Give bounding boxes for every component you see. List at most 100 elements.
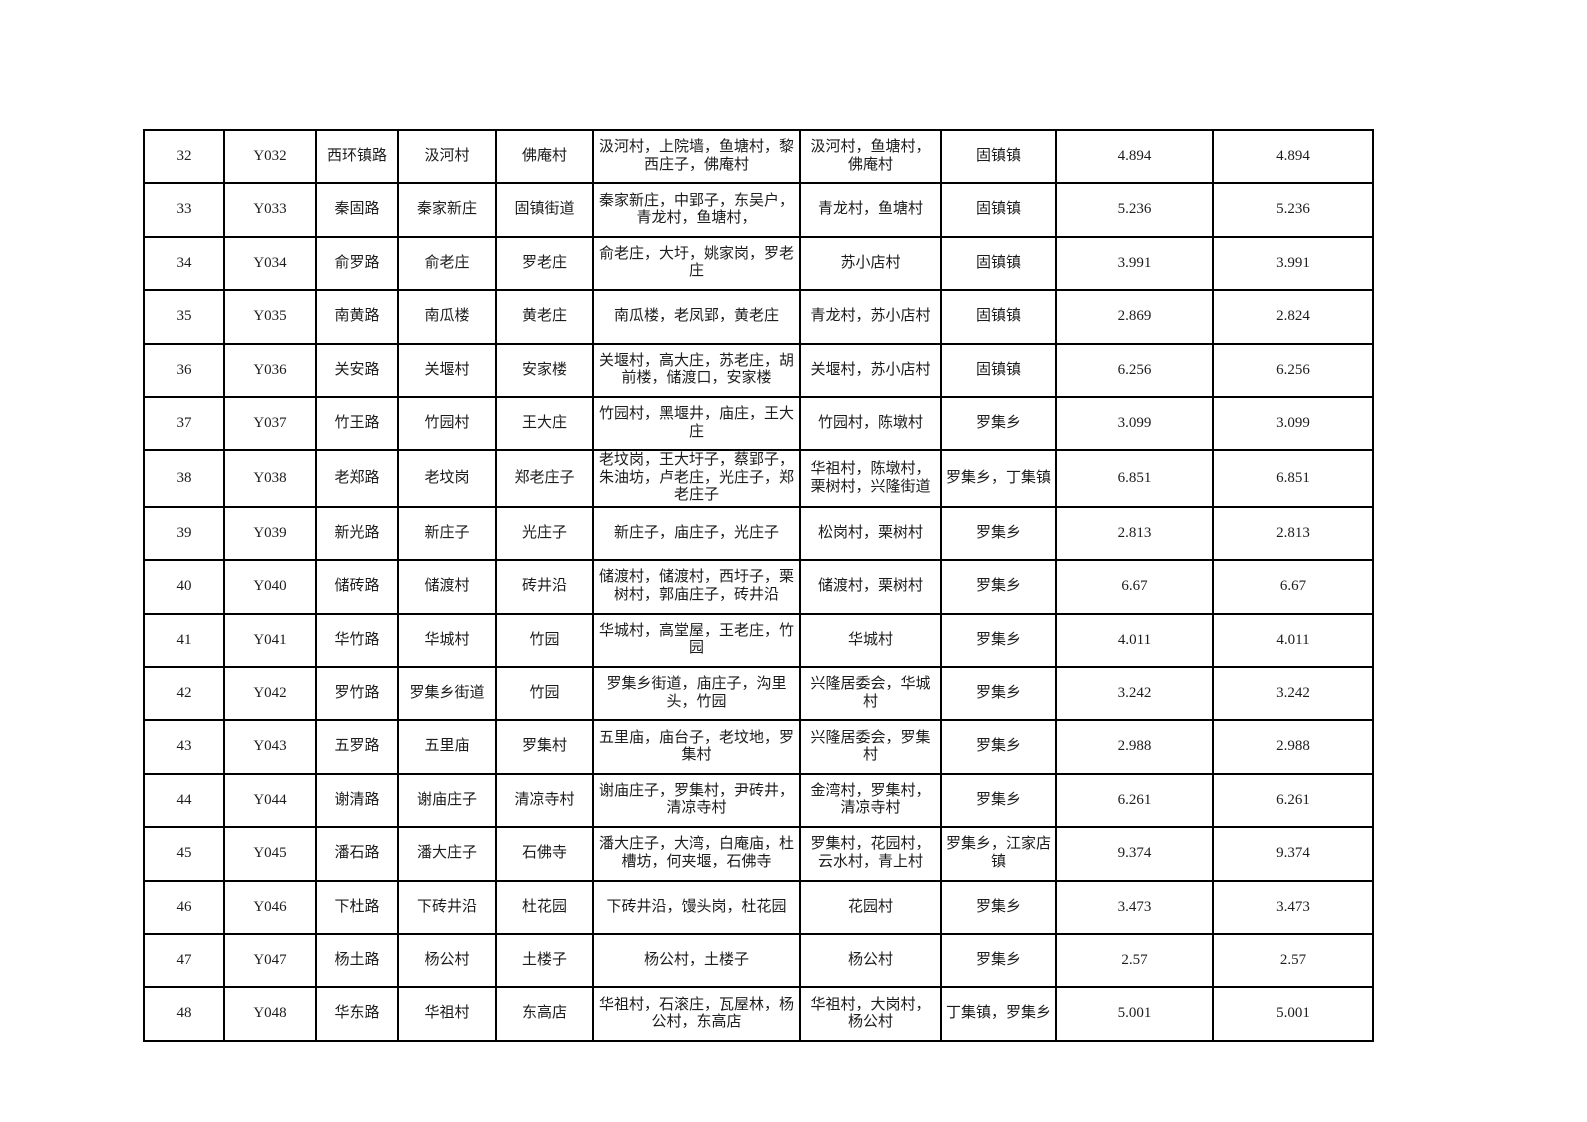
cell-length-2: 3.242	[1212, 666, 1374, 722]
cell-start-point: 汲河村	[397, 128, 497, 185]
table-row: 47 Y047 杨土路 杨公村 土楼子 杨公村，土楼子 杨公村 罗集乡 2.57…	[143, 932, 1374, 989]
cell-length-1: 5.236	[1055, 182, 1214, 238]
cell-start-point: 华祖村	[397, 986, 497, 1042]
cell-end-point: 王大庄	[495, 395, 594, 452]
cell-township: 罗集乡	[940, 612, 1057, 669]
cell-length-1: 4.011	[1055, 612, 1214, 669]
cell-road-name: 关安路	[315, 342, 399, 398]
cell-road-name: 老郑路	[315, 449, 399, 508]
cell-road-name: 储砖路	[315, 559, 399, 615]
cell-seq: 37	[143, 395, 225, 452]
cell-township: 罗集乡	[940, 395, 1057, 452]
cell-township: 固镇镇	[940, 182, 1057, 238]
cell-benefit-villages: 青龙村，苏小店村	[799, 289, 942, 345]
cell-length-1: 9.374	[1055, 826, 1214, 882]
cell-road-code: Y044	[223, 772, 317, 829]
cell-seq: 39	[143, 505, 225, 562]
cell-benefit-villages: 金湾村，罗集村，清凉寺村	[799, 772, 942, 829]
cell-seq: 47	[143, 932, 225, 989]
cell-route-villages: 老坟岗，王大圩子，蔡郢子，朱油坊，卢老庄，光庄子，郑老庄子	[592, 449, 801, 508]
cell-length-2: 2.813	[1212, 505, 1374, 562]
cell-road-code: Y046	[223, 879, 317, 935]
cell-end-point: 黄老庄	[495, 289, 594, 345]
cell-end-point: 竹园	[495, 612, 594, 669]
cell-route-villages: 华城村，高堂屋，王老庄，竹园	[592, 612, 801, 669]
cell-benefit-villages: 苏小店村	[799, 235, 942, 292]
cell-length-1: 3.099	[1055, 395, 1214, 452]
table-body: 32 Y032 西环镇路 汲河村 佛庵村 汲河村，上院墙，鱼塘村，黎西庄子，佛庵…	[143, 128, 1374, 1042]
cell-road-code: Y048	[223, 986, 317, 1042]
cell-road-code: Y040	[223, 559, 317, 615]
cell-township: 罗集乡，江家店镇	[940, 826, 1057, 882]
cell-road-code: Y036	[223, 342, 317, 398]
cell-length-2: 6.851	[1212, 449, 1374, 508]
cell-seq: 34	[143, 235, 225, 292]
cell-benefit-villages: 杨公村	[799, 932, 942, 989]
cell-road-name: 秦固路	[315, 182, 399, 238]
cell-benefit-villages: 关堰村，苏小店村	[799, 342, 942, 398]
cell-benefit-villages: 汲河村，鱼塘村，佛庵村	[799, 128, 942, 185]
cell-benefit-villages: 兴隆居委会，罗集村	[799, 719, 942, 775]
cell-road-code: Y039	[223, 505, 317, 562]
cell-road-name: 南黄路	[315, 289, 399, 345]
cell-route-villages: 罗集乡街道，庙庄子，沟里头，竹园	[592, 666, 801, 722]
cell-seq: 46	[143, 879, 225, 935]
cell-end-point: 砖井沿	[495, 559, 594, 615]
table-row: 42 Y042 罗竹路 罗集乡街道 竹园 罗集乡街道，庙庄子，沟里头，竹园 兴隆…	[143, 666, 1374, 722]
cell-end-point: 安家楼	[495, 342, 594, 398]
cell-road-code: Y038	[223, 449, 317, 508]
cell-length-1: 2.988	[1055, 719, 1214, 775]
cell-end-point: 罗集村	[495, 719, 594, 775]
cell-seq: 41	[143, 612, 225, 669]
cell-seq: 32	[143, 128, 225, 185]
table-row: 40 Y040 储砖路 储渡村 砖井沿 储渡村，储渡村，西圩子，栗树村，郭庙庄子…	[143, 559, 1374, 615]
cell-length-2: 2.988	[1212, 719, 1374, 775]
cell-start-point: 罗集乡街道	[397, 666, 497, 722]
cell-road-name: 俞罗路	[315, 235, 399, 292]
cell-benefit-villages: 青龙村，鱼塘村	[799, 182, 942, 238]
cell-township: 罗集乡	[940, 559, 1057, 615]
cell-start-point: 俞老庄	[397, 235, 497, 292]
table-row: 45 Y045 潘石路 潘大庄子 石佛寺 潘大庄子，大湾，白庵庙，杜槽坊，何夹堰…	[143, 826, 1374, 882]
cell-township: 固镇镇	[940, 289, 1057, 345]
cell-seq: 40	[143, 559, 225, 615]
cell-length-2: 6.256	[1212, 342, 1374, 398]
cell-end-point: 固镇街道	[495, 182, 594, 238]
table-row: 32 Y032 西环镇路 汲河村 佛庵村 汲河村，上院墙，鱼塘村，黎西庄子，佛庵…	[143, 128, 1374, 185]
cell-seq: 43	[143, 719, 225, 775]
cell-end-point: 郑老庄子	[495, 449, 594, 508]
table-row: 34 Y034 俞罗路 俞老庄 罗老庄 俞老庄，大圩，姚家岗，罗老庄 苏小店村 …	[143, 235, 1374, 292]
cell-road-name: 竹王路	[315, 395, 399, 452]
cell-length-2: 3.991	[1212, 235, 1374, 292]
cell-road-code: Y035	[223, 289, 317, 345]
cell-benefit-villages: 罗集村，花园村，云水村，青上村	[799, 826, 942, 882]
cell-township: 固镇镇	[940, 342, 1057, 398]
cell-road-name: 潘石路	[315, 826, 399, 882]
cell-benefit-villages: 松岗村，栗树村	[799, 505, 942, 562]
cell-seq: 42	[143, 666, 225, 722]
cell-end-point: 罗老庄	[495, 235, 594, 292]
cell-road-name: 五罗路	[315, 719, 399, 775]
cell-length-2: 9.374	[1212, 826, 1374, 882]
cell-route-villages: 汲河村，上院墙，鱼塘村，黎西庄子，佛庵村	[592, 128, 801, 185]
cell-length-2: 6.67	[1212, 559, 1374, 615]
table-row: 46 Y046 下杜路 下砖井沿 杜花园 下砖井沿，馒头岗，杜花园 花园村 罗集…	[143, 879, 1374, 935]
cell-road-code: Y042	[223, 666, 317, 722]
cell-township: 固镇镇	[940, 128, 1057, 185]
table-row: 35 Y035 南黄路 南瓜楼 黄老庄 南瓜楼，老凤郢，黄老庄 青龙村，苏小店村…	[143, 289, 1374, 345]
cell-end-point: 清凉寺村	[495, 772, 594, 829]
cell-route-villages: 潘大庄子，大湾，白庵庙，杜槽坊，何夹堰，石佛寺	[592, 826, 801, 882]
cell-end-point: 东高店	[495, 986, 594, 1042]
cell-length-1: 6.67	[1055, 559, 1214, 615]
cell-route-villages: 下砖井沿，馒头岗，杜花园	[592, 879, 801, 935]
cell-route-villages: 谢庙庄子，罗集村，尹砖井，清凉寺村	[592, 772, 801, 829]
cell-start-point: 竹园村	[397, 395, 497, 452]
cell-end-point: 光庄子	[495, 505, 594, 562]
cell-road-name: 下杜路	[315, 879, 399, 935]
cell-road-code: Y043	[223, 719, 317, 775]
cell-end-point: 佛庵村	[495, 128, 594, 185]
table-row: 36 Y036 关安路 关堰村 安家楼 关堰村，高大庄，苏老庄，胡前楼，储渡口，…	[143, 342, 1374, 398]
cell-road-code: Y034	[223, 235, 317, 292]
cell-benefit-villages: 华祖村，大岗村，杨公村	[799, 986, 942, 1042]
